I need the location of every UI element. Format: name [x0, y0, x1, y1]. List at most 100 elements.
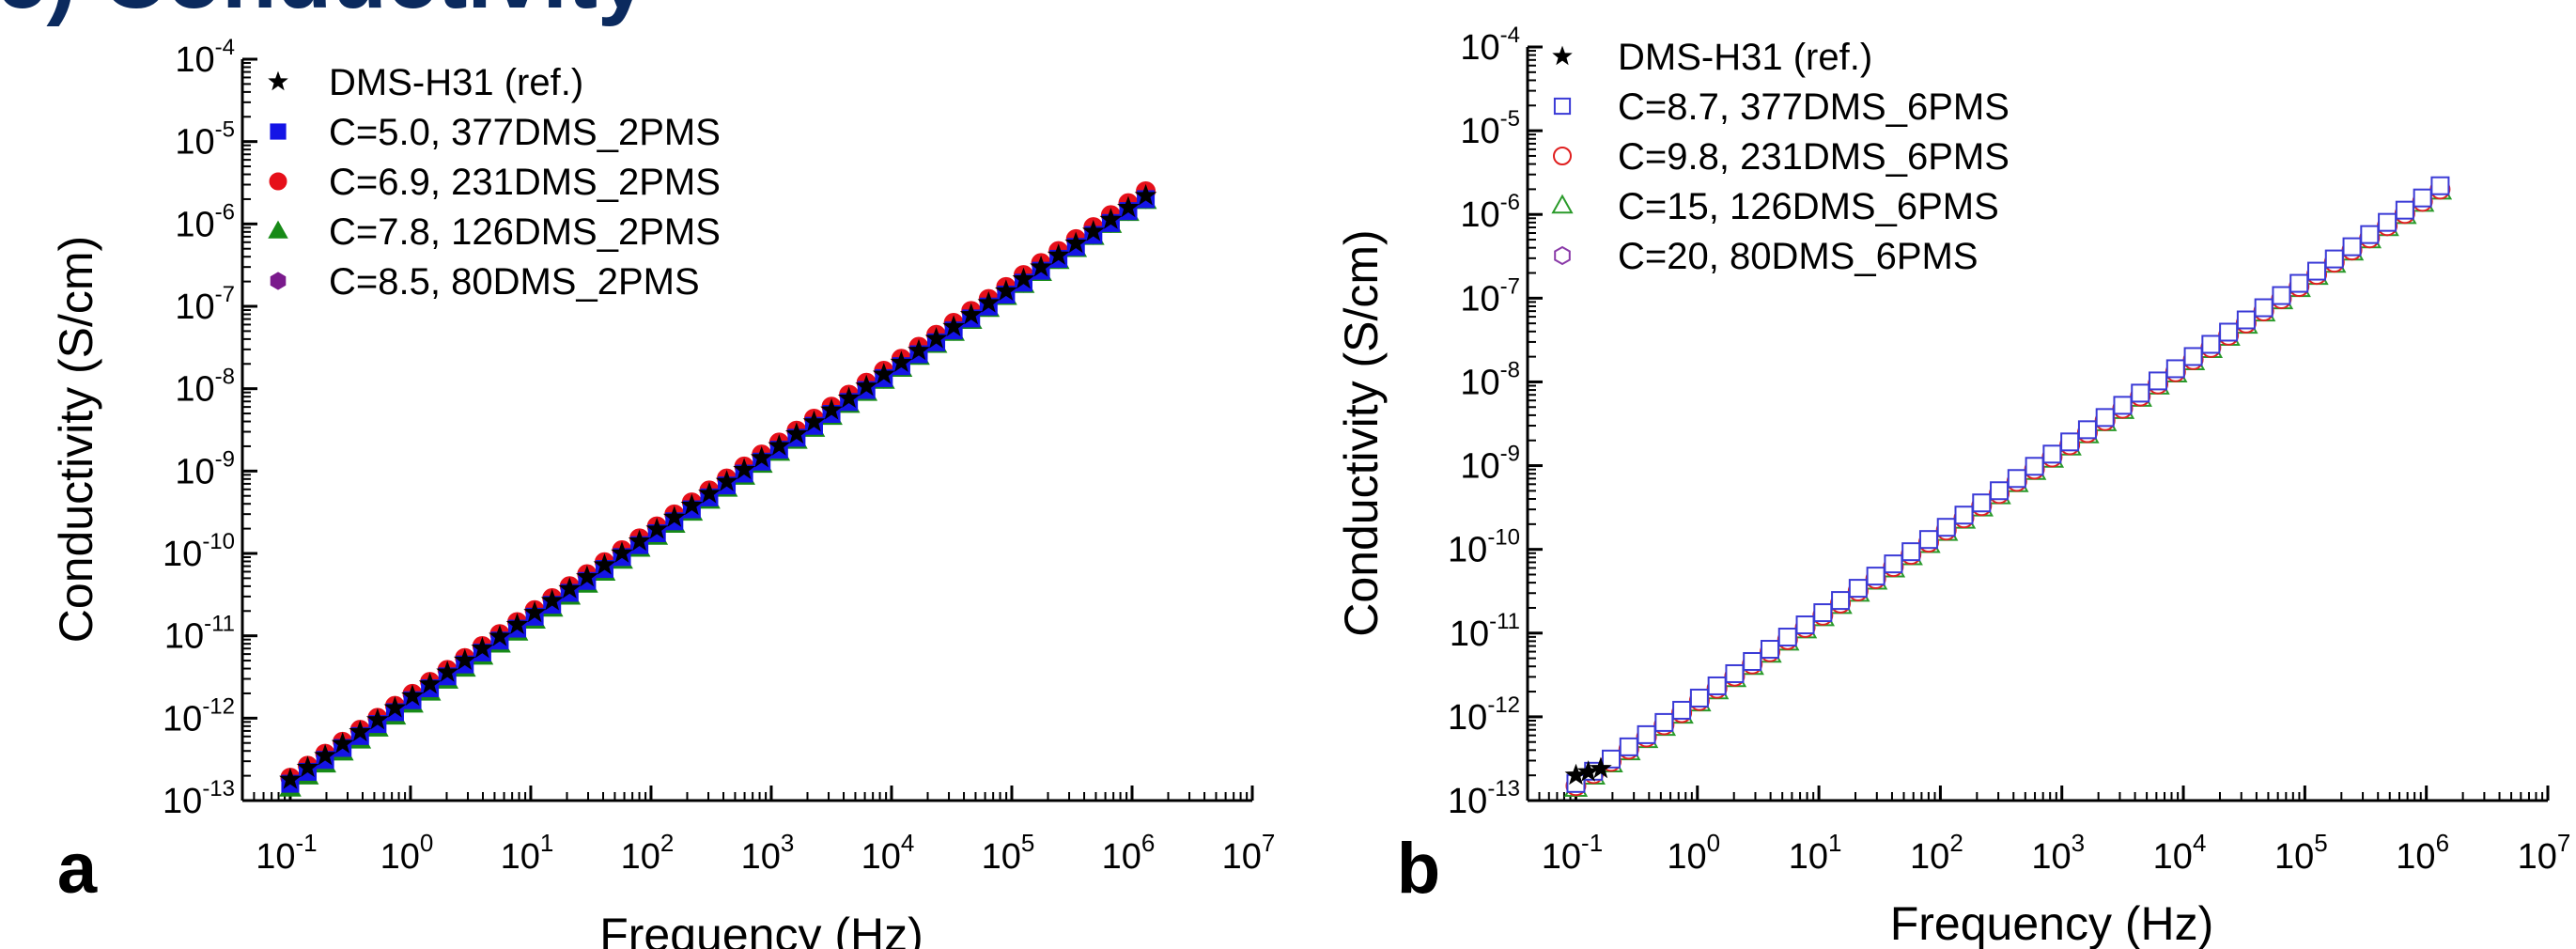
data-point — [1848, 579, 1868, 599]
data-point — [1743, 651, 1762, 671]
y-tick-label: 10-13 — [1448, 776, 1520, 821]
y-tick-label-exponent: -9 — [215, 446, 235, 472]
y-tick-label-exponent: -11 — [1489, 609, 1520, 634]
legend-label: DMS-H31 (ref.) — [1618, 37, 1872, 78]
panel-letter: a — [57, 829, 98, 909]
legend-marker — [270, 272, 287, 290]
data-point — [2060, 432, 2080, 452]
data-point — [418, 672, 442, 694]
x-tick-label-base: 10 — [1910, 837, 1949, 877]
data-point — [924, 327, 948, 349]
x-tick-label: 10-1 — [256, 829, 317, 877]
y-tick-label-base: 10 — [175, 40, 214, 80]
x-tick-label-exponent: 2 — [1949, 829, 1963, 857]
legend-label: C=20, 80DMS_6PMS — [1618, 236, 1979, 277]
x-tick-label-exponent: 5 — [1021, 829, 1034, 857]
legend-marker — [268, 220, 288, 239]
data-point — [1082, 219, 1105, 241]
data-point — [523, 600, 547, 623]
y-tick-label-exponent: -8 — [1500, 357, 1520, 382]
data-point — [2289, 273, 2309, 293]
y-tick-label-exponent: -7 — [1500, 273, 1520, 299]
data-point — [2077, 420, 2097, 440]
x-tick-label-exponent: 6 — [2436, 829, 2449, 857]
x-tick-label: 103 — [741, 829, 795, 877]
y-tick-label: 10-11 — [164, 612, 235, 657]
y-tick-label: 10-12 — [163, 693, 235, 739]
data-point — [1689, 688, 1709, 708]
y-tick-label-exponent: -6 — [1500, 190, 1520, 215]
data-point — [593, 552, 616, 575]
x-tick-label: 101 — [1789, 829, 1842, 877]
y-tick-label-base: 10 — [1460, 279, 1499, 319]
x-tick-label-base: 10 — [501, 837, 540, 877]
data-point — [959, 303, 983, 325]
x-tick-label: 10-1 — [1542, 829, 1603, 877]
data-point — [628, 529, 651, 552]
data-point — [505, 613, 529, 634]
data-point — [1707, 676, 1727, 695]
series-0 — [1564, 756, 1612, 786]
y-tick-label-base: 10 — [175, 123, 214, 163]
y-tick-label-exponent: -6 — [215, 199, 235, 225]
x-tick-label-exponent: 3 — [2072, 829, 2085, 857]
y-tick-label-base: 10 — [1460, 195, 1499, 235]
data-point — [768, 434, 791, 456]
data-point — [1884, 554, 1903, 574]
data-point — [715, 470, 738, 491]
y-tick-label-exponent: -5 — [215, 117, 235, 143]
data-point — [1725, 663, 1745, 683]
data-point — [540, 588, 564, 611]
data-point — [558, 577, 582, 599]
y-tick-label-exponent: -11 — [204, 612, 235, 637]
y-tick-label-exponent: -13 — [1487, 776, 1520, 801]
y-axis-title: Conductivity (S/cm) — [50, 236, 102, 643]
y-tick-label: 10-7 — [175, 282, 235, 327]
x-tick-label-exponent: 4 — [2193, 829, 2206, 857]
data-point — [1813, 603, 1833, 623]
data-point — [872, 363, 895, 384]
y-tick-label-exponent: -4 — [215, 35, 235, 60]
legend-label: C=9.8, 231DMS_6PMS — [1618, 136, 2010, 178]
x-tick-label: 100 — [1667, 829, 1720, 877]
x-tick-label-base: 10 — [741, 837, 781, 877]
data-point — [680, 493, 704, 516]
y-tick-label-exponent: -4 — [1500, 23, 1520, 48]
legend-label: C=7.8, 126DMS_2PMS — [329, 211, 721, 253]
y-tick-label-base: 10 — [1460, 112, 1499, 151]
y-tick-label-exponent: -8 — [215, 365, 235, 390]
data-point — [296, 755, 319, 777]
y-tick-label-exponent: -12 — [202, 693, 235, 719]
data-point — [1777, 628, 1797, 647]
legend-label: C=6.9, 231DMS_2PMS — [329, 162, 721, 203]
x-tick-label-exponent: 1 — [540, 829, 553, 857]
y-tick-label: 10-6 — [1460, 190, 1520, 235]
x-tick-label-base: 10 — [1542, 837, 1581, 877]
data-point — [279, 768, 302, 789]
data-point — [611, 541, 633, 563]
data-point — [2042, 444, 2062, 464]
x-tick-label-exponent: 6 — [1141, 829, 1155, 857]
data-point — [2025, 457, 2044, 476]
data-point — [489, 625, 511, 646]
data-point — [2095, 408, 2115, 428]
x-tick-label: 107 — [1222, 829, 1276, 877]
data-point — [942, 315, 966, 336]
y-tick-label-base: 10 — [1460, 28, 1499, 68]
data-point — [436, 660, 459, 682]
y-tick-label: 10-8 — [175, 365, 235, 410]
data-point — [1954, 506, 1974, 525]
y-tick-label-base: 10 — [1448, 782, 1487, 821]
data-point — [1918, 530, 1938, 550]
y-tick-label-base: 10 — [175, 205, 214, 244]
data-point — [1672, 700, 1692, 720]
y-tick-label: 10-4 — [1460, 23, 1520, 68]
data-point — [331, 732, 354, 754]
legend-marker — [1553, 97, 1572, 116]
x-tick-label-base: 10 — [380, 837, 420, 877]
data-point — [383, 696, 407, 718]
data-point — [1602, 749, 1622, 769]
legend-marker — [1553, 147, 1572, 165]
x-tick-label-exponent: 3 — [781, 829, 794, 857]
x-tick-label-base: 10 — [621, 837, 660, 877]
